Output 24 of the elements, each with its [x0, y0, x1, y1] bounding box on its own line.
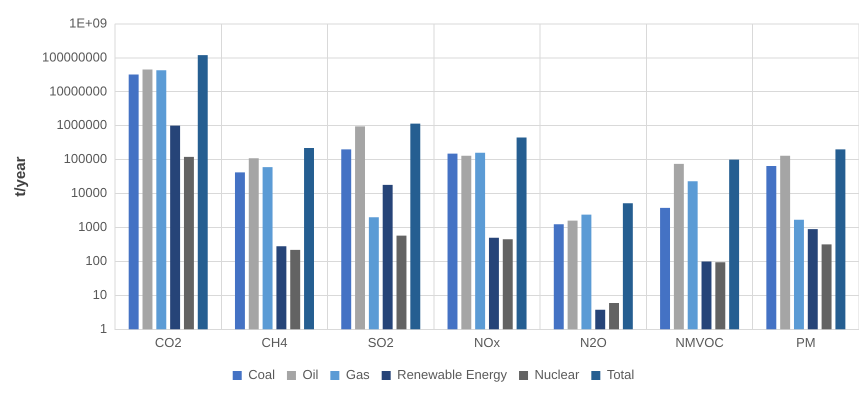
legend-label: Nuclear [534, 367, 580, 382]
x-tick-label: NOx [474, 334, 501, 350]
x-tick-label: CO2 [154, 334, 182, 350]
y-tick-label: 100000000 [42, 49, 108, 64]
y-tick-label: 1 [100, 320, 108, 336]
y-axis-title: t/year [12, 156, 30, 197]
y-tick-label: 10000000 [49, 83, 108, 98]
y-tick-label: 100000 [64, 151, 108, 166]
x-tick-label: N2O [580, 334, 607, 350]
legend-label: Oil [302, 367, 318, 382]
y-tick-label: 100 [85, 253, 108, 268]
y-tick-label: 1000 [78, 219, 108, 234]
x-tick-label: SO2 [368, 334, 394, 350]
y-tick-label: 10000 [70, 185, 108, 200]
legend-label: Coal [248, 367, 276, 382]
y-tick-label: 1E+09 [69, 15, 108, 30]
legend-label: Renewable Energy [397, 367, 508, 382]
x-tick-label: NMVOC [675, 334, 724, 350]
y-tick-label: 1000000 [56, 117, 108, 132]
y-tick-label: 10 [92, 287, 108, 302]
x-tick-label: PM [796, 334, 816, 350]
legend-label: Total [606, 367, 634, 382]
legend-label: Gas [346, 367, 370, 382]
x-tick-label: CH4 [261, 334, 288, 350]
